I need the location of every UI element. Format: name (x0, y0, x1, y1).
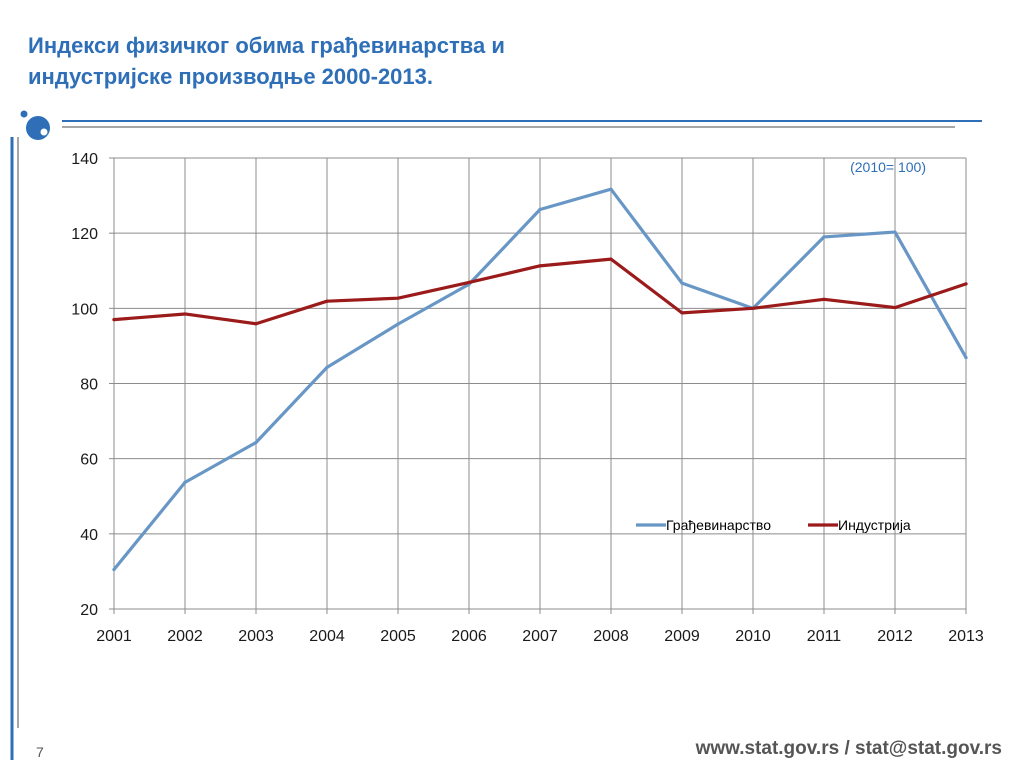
y-tick-label: 100 (71, 301, 98, 318)
series-industry (112, 257, 968, 326)
data-point (467, 280, 471, 285)
x-tick-label: 2002 (167, 628, 203, 645)
x-tick-label: 2011 (807, 628, 842, 645)
data-point (751, 306, 755, 310)
x-tick-label: 2012 (877, 628, 913, 645)
chart-legend: Грађевинарство Индустрија (636, 517, 911, 533)
x-tick-label: 2007 (522, 628, 558, 645)
data-point (254, 440, 258, 445)
x-tick-label: 2004 (309, 628, 345, 645)
data-point (893, 305, 897, 310)
x-tick-label: 2013 (948, 628, 984, 645)
data-point (822, 235, 826, 239)
slide-title: Индекси физичког обима грађевинарства и … (28, 30, 668, 92)
x-axis: 2001 2002 2003 2004 2005 2006 2007 2008 2009 2010… (96, 609, 984, 645)
chart-series (112, 187, 968, 572)
slide-title-line-2: индустријске производње 2000-2013. (28, 64, 433, 89)
data-point (183, 480, 187, 484)
data-point (893, 230, 897, 234)
legend-item: Грађевинарство (636, 517, 771, 533)
base-year-note: (2010= 100) (850, 159, 926, 175)
legend-item: Индустрија (808, 517, 911, 533)
y-tick-label: 60 (80, 452, 98, 469)
data-point (538, 207, 542, 212)
data-point (325, 299, 329, 303)
x-tick-label: 2005 (380, 628, 416, 645)
data-point (112, 567, 116, 572)
footer-contact: www.stat.gov.rs / stat@stat.gov.rs (695, 738, 1002, 759)
data-point (538, 264, 542, 268)
data-point (680, 281, 684, 285)
data-point (183, 312, 187, 316)
chart-grid (113, 157, 967, 610)
data-point (964, 282, 968, 286)
x-tick-label: 2009 (664, 628, 700, 645)
data-point (112, 318, 116, 322)
data-point (396, 322, 400, 326)
legend-label: Индустрија (838, 517, 911, 533)
y-tick-label: 40 (80, 527, 98, 544)
data-point (964, 355, 968, 360)
x-tick-label: 2006 (451, 628, 487, 645)
x-tick-label: 2003 (238, 628, 274, 645)
x-tick-label: 2008 (593, 628, 629, 645)
data-point (396, 296, 400, 300)
y-tick-label: 20 (80, 602, 98, 619)
data-point (609, 257, 613, 261)
y-tick-label: 140 (71, 151, 98, 168)
data-point (822, 297, 826, 301)
data-point (609, 187, 613, 191)
x-tick-label: 2001 (96, 628, 132, 645)
data-point (325, 365, 329, 369)
data-point (254, 322, 258, 326)
slide-title-line-1: Индекси физичког обима грађевинарства и (28, 33, 505, 58)
page-number: 7 (36, 744, 44, 760)
y-axis: 20 40 60 80 100 120 140 (71, 151, 114, 619)
legend-label: Грађевинарство (666, 517, 771, 533)
x-tick-label: 2010 (735, 628, 771, 645)
y-tick-label: 80 (80, 377, 98, 394)
y-tick-label: 120 (71, 226, 98, 243)
data-point (680, 311, 684, 315)
